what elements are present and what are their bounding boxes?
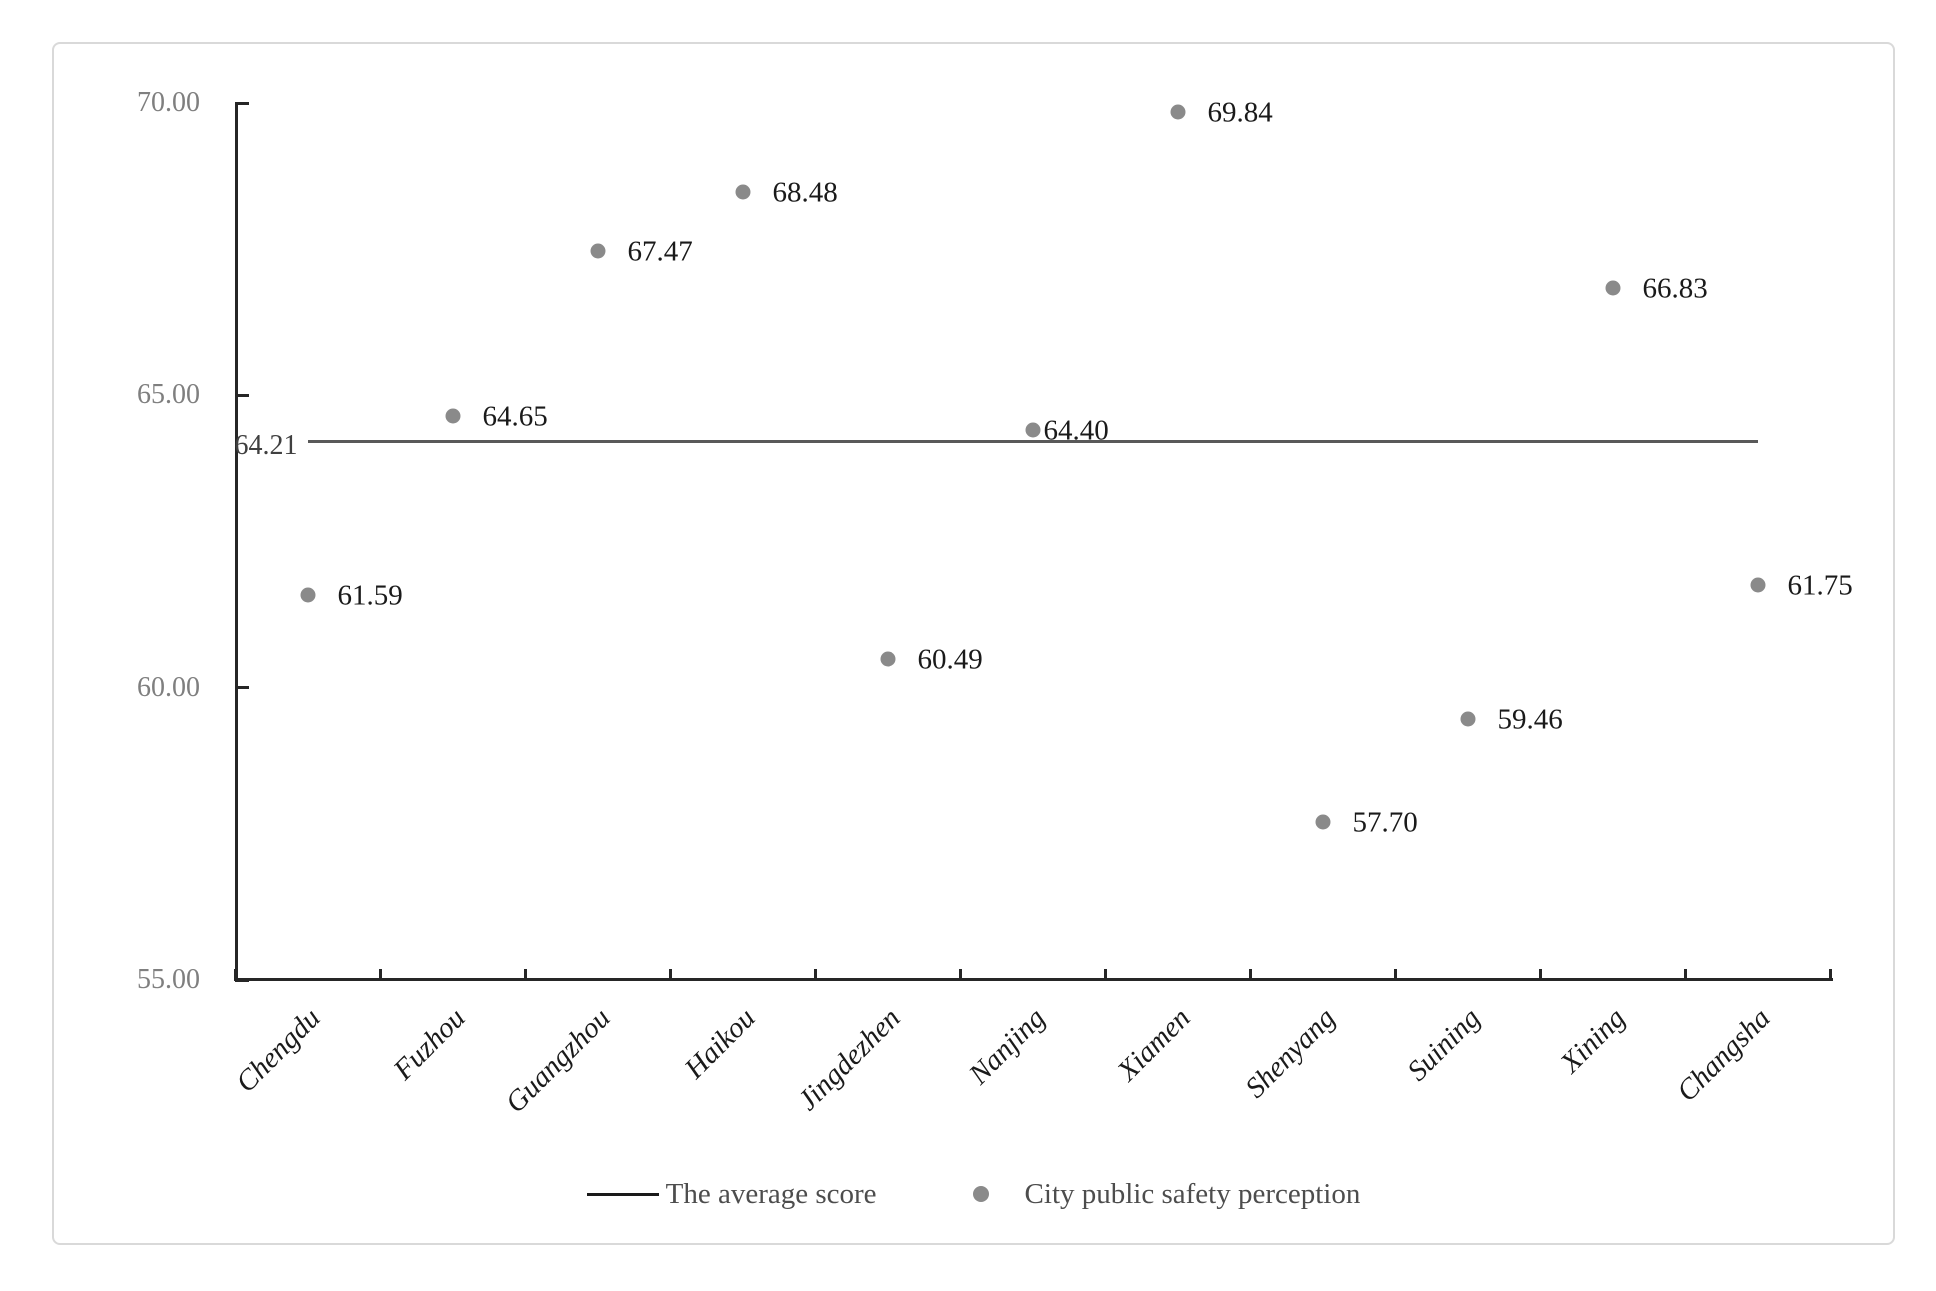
average-score-label: 64.21 — [234, 429, 298, 461]
average-score-line — [307, 440, 1758, 444]
data-point-label: 66.83 — [1642, 272, 1708, 305]
data-point-label: 59.46 — [1497, 703, 1563, 736]
data-point-dot — [1460, 711, 1475, 727]
x-axis-tick — [378, 969, 382, 981]
data-point-dot — [1315, 814, 1330, 830]
x-axis-tick — [523, 969, 527, 981]
legend-label-average-score: The average score — [665, 1177, 877, 1210]
data-point-label: 60.49 — [917, 643, 983, 676]
legend-item-safety-perception: City public safety perception — [972, 1177, 1361, 1211]
x-axis-tick — [1393, 969, 1397, 981]
data-point-label: 64.65 — [482, 400, 548, 433]
x-axis-tick — [1538, 969, 1542, 981]
data-point-label: 68.48 — [772, 176, 838, 209]
y-axis-tick-label: 70.00 — [137, 87, 200, 118]
data-point-dot — [880, 651, 895, 667]
x-axis-line — [235, 978, 1833, 981]
data-point-label: 57.70 — [1352, 806, 1418, 839]
scatter-dot-icon — [972, 1186, 989, 1202]
chart-frame-border — [52, 42, 1895, 1245]
y-axis-tick-label: 55.00 — [137, 964, 200, 995]
y-axis-tick-label: 60.00 — [137, 671, 200, 703]
data-point-label: 67.47 — [627, 235, 693, 268]
data-point-label: 69.84 — [1207, 96, 1273, 129]
data-point-label: 64.40 — [1043, 414, 1109, 447]
data-point-dot — [1750, 577, 1765, 593]
y-axis-tick — [235, 101, 249, 105]
x-axis-tick — [1683, 969, 1687, 981]
data-point-label: 61.59 — [337, 579, 403, 612]
x-axis-tick — [233, 969, 237, 981]
data-point-dot — [1170, 104, 1185, 120]
data-point-label: 61.75 — [1787, 569, 1853, 602]
x-axis-tick — [668, 969, 672, 981]
y-axis-tick — [235, 978, 249, 982]
x-axis-tick — [1828, 969, 1832, 981]
data-point-dot — [300, 587, 315, 603]
y-axis-tick — [235, 686, 249, 690]
y-axis-tick — [235, 393, 249, 397]
chart-legend: The average score City public safety per… — [52, 1172, 1895, 1216]
data-point-dot — [445, 408, 460, 424]
x-axis-tick — [813, 969, 817, 981]
data-point-dot — [590, 243, 605, 259]
legend-label-safety-perception: City public safety perception — [1024, 1177, 1361, 1210]
x-axis-tick — [958, 969, 962, 981]
x-axis-tick — [1248, 969, 1252, 981]
data-point-dot — [1605, 280, 1620, 296]
average-line-icon — [586, 1192, 659, 1196]
y-axis-tick-label: 65.00 — [137, 379, 200, 411]
data-point-dot — [1025, 422, 1040, 438]
legend-item-average-score: The average score — [586, 1177, 877, 1211]
x-axis-tick — [1103, 969, 1107, 981]
data-point-dot — [735, 184, 750, 200]
y-axis-line — [235, 103, 238, 981]
